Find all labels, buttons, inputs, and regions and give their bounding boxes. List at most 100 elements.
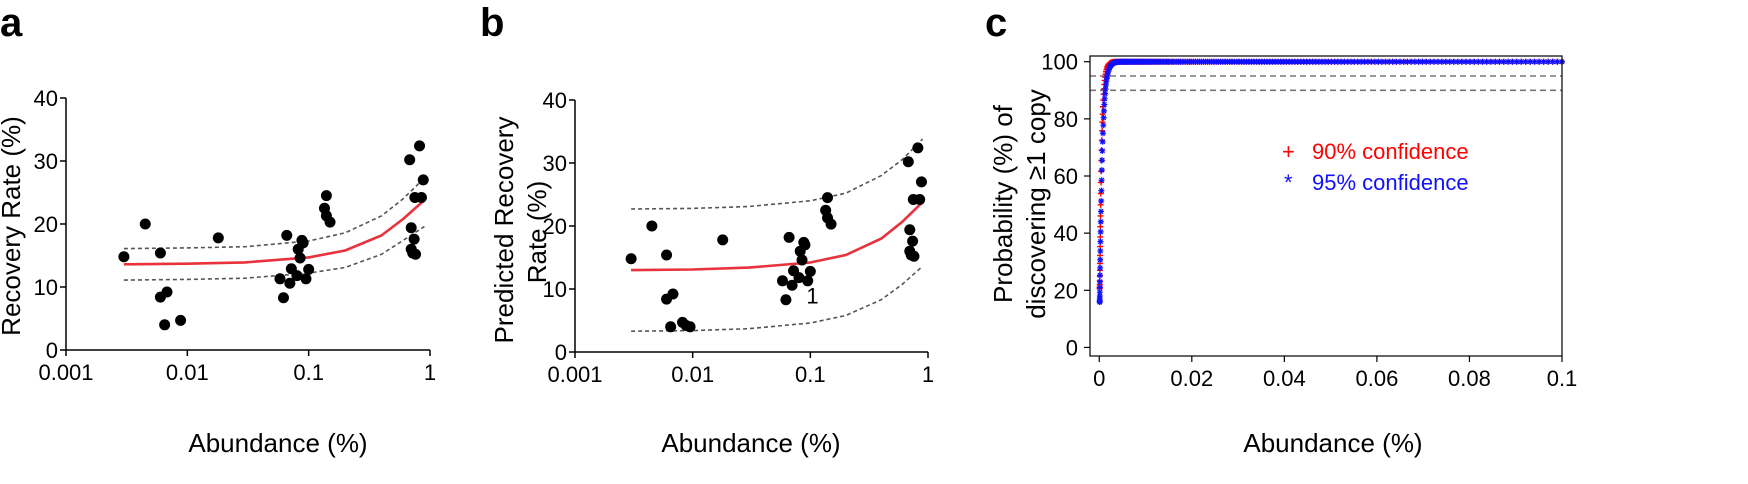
- x-tick-label: 0.06: [1355, 366, 1398, 391]
- panel-letter-a: a: [0, 1, 23, 45]
- series-marker-star: [1361, 58, 1368, 65]
- y-tick-label: 30: [543, 151, 567, 176]
- data-point: [159, 319, 171, 331]
- series-marker-star: [1315, 58, 1322, 65]
- series-marker-star: [1097, 256, 1104, 263]
- data-point: [139, 218, 151, 230]
- series-marker-star: [1386, 58, 1393, 65]
- data-point: [320, 190, 332, 202]
- series-marker-star: [1483, 58, 1490, 65]
- data-point: [902, 156, 914, 168]
- y-tick-label: 10: [34, 275, 58, 300]
- series-marker-star: [1531, 58, 1538, 65]
- series-marker-star: [1431, 58, 1438, 65]
- panel-a-confidence-band: [123, 177, 425, 281]
- panel-a-x-axis-title: Abundance (%): [188, 428, 367, 458]
- x-tick-label: 1: [922, 362, 934, 387]
- data-point: [414, 140, 426, 152]
- series-marker-star: [1434, 58, 1441, 65]
- panel-letter-b: b: [480, 1, 504, 45]
- panel-b-y-axis-title-line1: Predicted Recovery: [489, 117, 519, 344]
- series-marker-star: [1331, 58, 1338, 65]
- data-point: [786, 279, 798, 291]
- plot-frame: [1089, 55, 1563, 357]
- legend-label-95: 95% confidence: [1312, 170, 1469, 195]
- series-marker-star: [1411, 58, 1418, 65]
- data-point: [776, 275, 788, 287]
- data-point: [915, 176, 927, 188]
- y-tick-label: 20: [34, 212, 58, 237]
- panel-a-fit-curve: [123, 199, 426, 266]
- series-marker-star: [1442, 58, 1449, 65]
- y-tick-label: 40: [34, 86, 58, 111]
- data-point: [212, 232, 224, 244]
- series-marker-star: [1540, 58, 1547, 65]
- series-marker-star: [1382, 58, 1389, 65]
- series-marker-star: [1351, 58, 1358, 65]
- panel-a-points: [118, 140, 429, 331]
- series-marker-star: [1375, 58, 1382, 65]
- data-point: [161, 286, 173, 298]
- series-marker-star: [1097, 264, 1104, 271]
- series-marker-star: [1446, 58, 1453, 65]
- series-marker-star: [1099, 130, 1106, 137]
- series-marker-star: [1097, 208, 1104, 215]
- data-point: [274, 273, 286, 285]
- series-marker-star: [1098, 198, 1105, 205]
- series-marker-star: [1096, 289, 1103, 296]
- data-point: [908, 250, 920, 262]
- y-tick-label: 80: [1054, 107, 1078, 132]
- series-marker-star: [1303, 58, 1310, 65]
- series-marker-star: [1100, 114, 1107, 121]
- series-marker-star: [1325, 58, 1332, 65]
- series-marker-star: [1400, 58, 1407, 65]
- x-tick-label: 0.04: [1263, 366, 1306, 391]
- y-tick-label: 0: [1066, 335, 1078, 360]
- series-marker-star: [1415, 58, 1422, 65]
- series-marker-star: [1389, 58, 1396, 65]
- series-marker-star: [1358, 58, 1365, 65]
- series-marker-star: [1475, 58, 1482, 65]
- data-point: [680, 320, 692, 332]
- fit-curve: [631, 201, 924, 272]
- series-marker-star: [1479, 58, 1486, 65]
- data-point: [904, 224, 916, 236]
- series-marker-star: [1102, 90, 1109, 97]
- ci-lower-curve: [631, 265, 924, 332]
- data-point: [277, 292, 289, 304]
- panel-c-axes: 0 20 40 60 80 100 0 0.02 0.04 0.06 0.08 0.1: [1041, 50, 1577, 391]
- series-marker-star: [1322, 58, 1329, 65]
- data-point: [799, 239, 811, 251]
- series-marker-star: [1397, 58, 1403, 65]
- series-marker-star: [1545, 58, 1552, 65]
- data-point: [717, 234, 729, 246]
- series-marker-star: [1102, 81, 1109, 88]
- panel-a-chart: 0 10 20 30 40 0.001 0.01 0.1 1 Abundance (%) Rec…: [0, 86, 436, 458]
- series-marker-star: [1408, 58, 1415, 65]
- series-marker-star: [1354, 58, 1361, 65]
- data-point: [802, 275, 814, 287]
- data-point: [324, 216, 336, 228]
- series-marker-star: [1348, 58, 1354, 65]
- data-point: [825, 218, 837, 230]
- y-tick-label: 20: [1054, 278, 1078, 303]
- panel-a-y-axis-title: Recovery Rate (%): [0, 116, 26, 336]
- series-marker-star: [1103, 78, 1110, 85]
- data-point: [291, 270, 303, 282]
- panel-b-confidence-band: [631, 138, 924, 332]
- series-marker-star: [1338, 58, 1345, 65]
- panel-b-axes: 0 10 20 30 40 0.001 0.01 0.1 1: [543, 88, 935, 387]
- series-marker-star: [1467, 58, 1474, 65]
- series-marker-star: [1101, 101, 1108, 108]
- series-marker-star: [1364, 58, 1371, 65]
- panel-a-axes: 0 10 20 30 40 0.001 0.01 0.1 1: [34, 86, 437, 385]
- data-point: [281, 229, 293, 241]
- panel-b-chart: 0 10 20 30 40 0.001 0.01 0.1 1 1 Abundance (%) P…: [489, 88, 934, 458]
- series-marker-star: [1378, 58, 1385, 65]
- series-marker-star: [1549, 58, 1556, 65]
- y-tick-label: 20: [543, 214, 567, 239]
- x-tick-label: 0.08: [1448, 366, 1491, 391]
- series-marker-star: [1098, 177, 1105, 184]
- panel-c-y-axis-title-line1: Probability (%) of: [988, 104, 1018, 303]
- panel-b-points: [625, 142, 927, 333]
